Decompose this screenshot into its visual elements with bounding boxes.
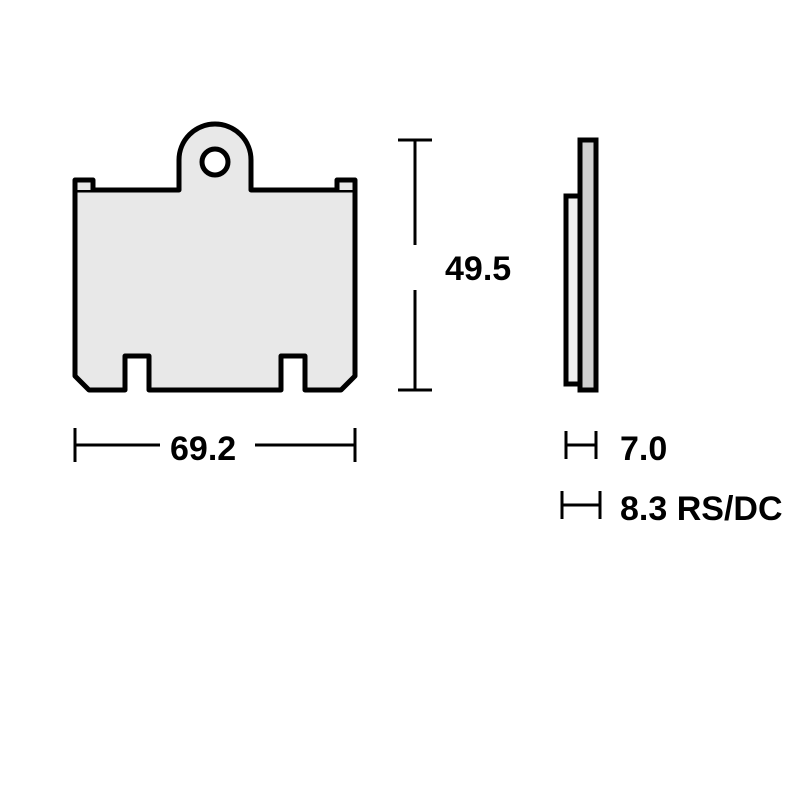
height-dimension-label: 49.5 (445, 250, 511, 289)
brake-pad-diagram (0, 0, 800, 800)
thickness2-dimension-label: 8.3 RS/DC (620, 490, 783, 529)
thickness1-dimension-label: 7.0 (620, 430, 667, 469)
width-dimension-label: 69.2 (170, 430, 236, 469)
